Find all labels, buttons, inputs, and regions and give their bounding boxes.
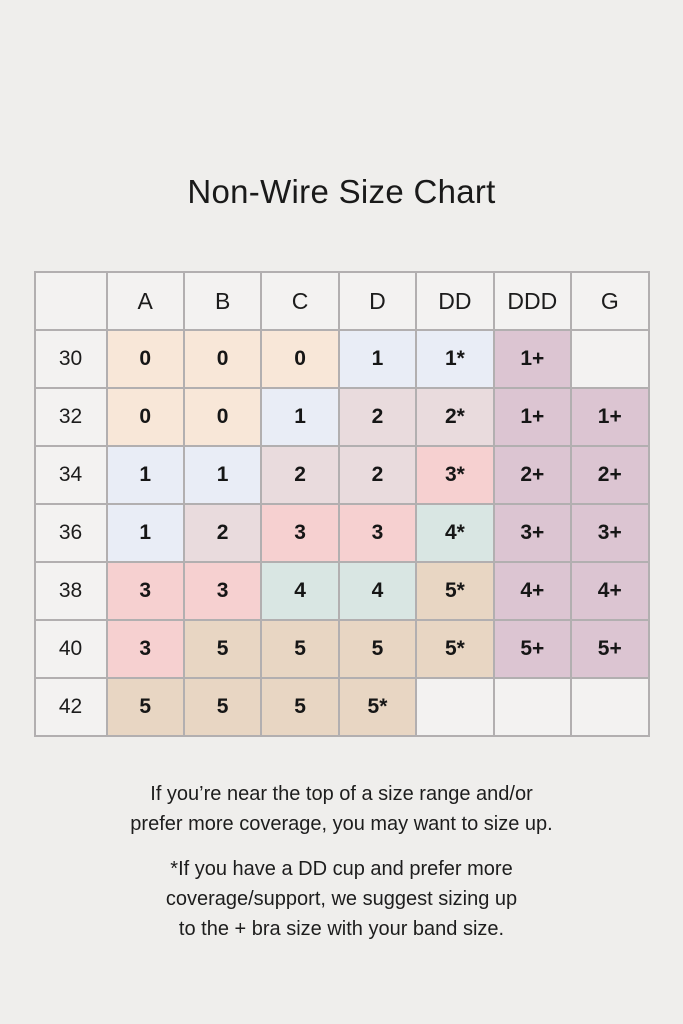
size-cell-38-DDD: 4+ (492, 561, 573, 621)
column-header-D: D (337, 271, 418, 331)
size-cell-36-DDD: 3+ (492, 503, 573, 563)
size-cell-32-D: 2 (337, 387, 418, 447)
size-cell-36-B: 2 (182, 503, 263, 563)
size-cell-34-C: 2 (260, 445, 340, 505)
size-cell-36-C: 3 (260, 503, 340, 563)
size-cell-30-D: 1 (337, 329, 418, 389)
size-cell-38-G: 4+ (570, 561, 650, 621)
row-label-42: 42 (33, 677, 108, 737)
size-cell-30-C: 0 (260, 329, 340, 389)
size-cell-38-A: 3 (105, 561, 185, 621)
column-header-DDD: DDD (492, 271, 573, 331)
column-header-B: B (182, 271, 263, 331)
table-row-36: 36 1 2 3 3 4* 3+ 3+ (33, 503, 650, 563)
table-body: 30 0 0 0 1 1* 1+ 32 0 0 1 2 2* 1+ 1+ 34 1 1 2 2 3* 2+ 2+ 36 1 2 3 3… (33, 329, 650, 737)
size-cell-34-G: 2+ (570, 445, 650, 505)
size-cell-40-DDD: 5+ (492, 619, 573, 679)
size-cell-34-A: 1 (105, 445, 185, 505)
size-cell-32-DD: 2* (415, 387, 495, 447)
size-cell-42-C: 5 (260, 677, 340, 737)
size-cell-36-G: 3+ (570, 503, 650, 563)
column-header-A: A (105, 271, 185, 331)
row-label-40: 40 (33, 619, 108, 679)
size-cell-32-C: 1 (260, 387, 340, 447)
size-cell-40-B: 5 (182, 619, 263, 679)
row-label-34: 34 (33, 445, 108, 505)
size-cell-34-B: 1 (182, 445, 263, 505)
row-label-36: 36 (33, 503, 108, 563)
size-cell-36-D: 3 (337, 503, 418, 563)
size-cell-42-DD (415, 677, 495, 737)
table-row-32: 32 0 0 1 2 2* 1+ 1+ (33, 387, 650, 447)
size-cell-38-C: 4 (260, 561, 340, 621)
header-row: A B C D DD DDD G (33, 271, 650, 331)
size-cell-42-D: 5* (337, 677, 418, 737)
size-cell-30-DDD: 1+ (492, 329, 573, 389)
size-cell-40-D: 5 (337, 619, 418, 679)
size-chart-table: A B C D DD DDD G 30 0 0 0 1 1* 1+ 32 0 0 1 2 2* 1+ 1+ 34 1 1 2 2 3… (33, 271, 650, 737)
table-row-40: 40 3 5 5 5 5* 5+ 5+ (33, 619, 650, 679)
column-header-C: C (260, 271, 340, 331)
column-header-DD: DD (415, 271, 495, 331)
size-cell-34-DDD: 2+ (492, 445, 573, 505)
size-cell-40-DD: 5* (415, 619, 495, 679)
size-cell-36-A: 1 (105, 503, 185, 563)
size-cell-40-A: 3 (105, 619, 185, 679)
size-cell-32-A: 0 (105, 387, 185, 447)
table-row-38: 38 3 3 4 4 5* 4+ 4+ (33, 561, 650, 621)
size-cell-32-DDD: 1+ (492, 387, 573, 447)
size-cell-36-DD: 4* (415, 503, 495, 563)
sizing-note: If you’re near the top of a size range a… (130, 783, 553, 835)
size-cell-42-G (570, 677, 650, 737)
size-cell-32-G: 1+ (570, 387, 650, 447)
size-cell-30-G (570, 329, 650, 389)
row-label-30: 30 (33, 329, 108, 389)
dd-cup-note: *If you have a DD cup and prefer more co… (165, 858, 518, 940)
size-cell-38-B: 3 (182, 561, 263, 621)
size-cell-34-DD: 3* (415, 445, 495, 505)
size-cell-32-B: 0 (182, 387, 263, 447)
size-cell-42-A: 5 (105, 677, 185, 737)
size-cell-40-C: 5 (260, 619, 340, 679)
size-cell-30-A: 0 (105, 329, 185, 389)
size-cell-40-G: 5+ (570, 619, 650, 679)
column-header-blank (33, 271, 108, 331)
size-cell-30-B: 0 (182, 329, 263, 389)
table-head: A B C D DD DDD G (33, 271, 650, 331)
size-cell-30-DD: 1* (415, 329, 495, 389)
size-cell-38-DD: 5* (415, 561, 495, 621)
size-cell-38-D: 4 (337, 561, 418, 621)
column-header-G: G (570, 271, 650, 331)
size-cell-34-D: 2 (337, 445, 418, 505)
size-cell-42-B: 5 (182, 677, 263, 737)
row-label-32: 32 (33, 387, 108, 447)
table-row-34: 34 1 1 2 2 3* 2+ 2+ (33, 445, 650, 505)
table-row-30: 30 0 0 0 1 1* 1+ (33, 329, 650, 389)
row-label-38: 38 (33, 561, 108, 621)
page-title: Non-Wire Size Chart (187, 173, 496, 210)
size-cell-42-DDD (492, 677, 573, 737)
table-row-42: 42 5 5 5 5* (33, 677, 650, 737)
